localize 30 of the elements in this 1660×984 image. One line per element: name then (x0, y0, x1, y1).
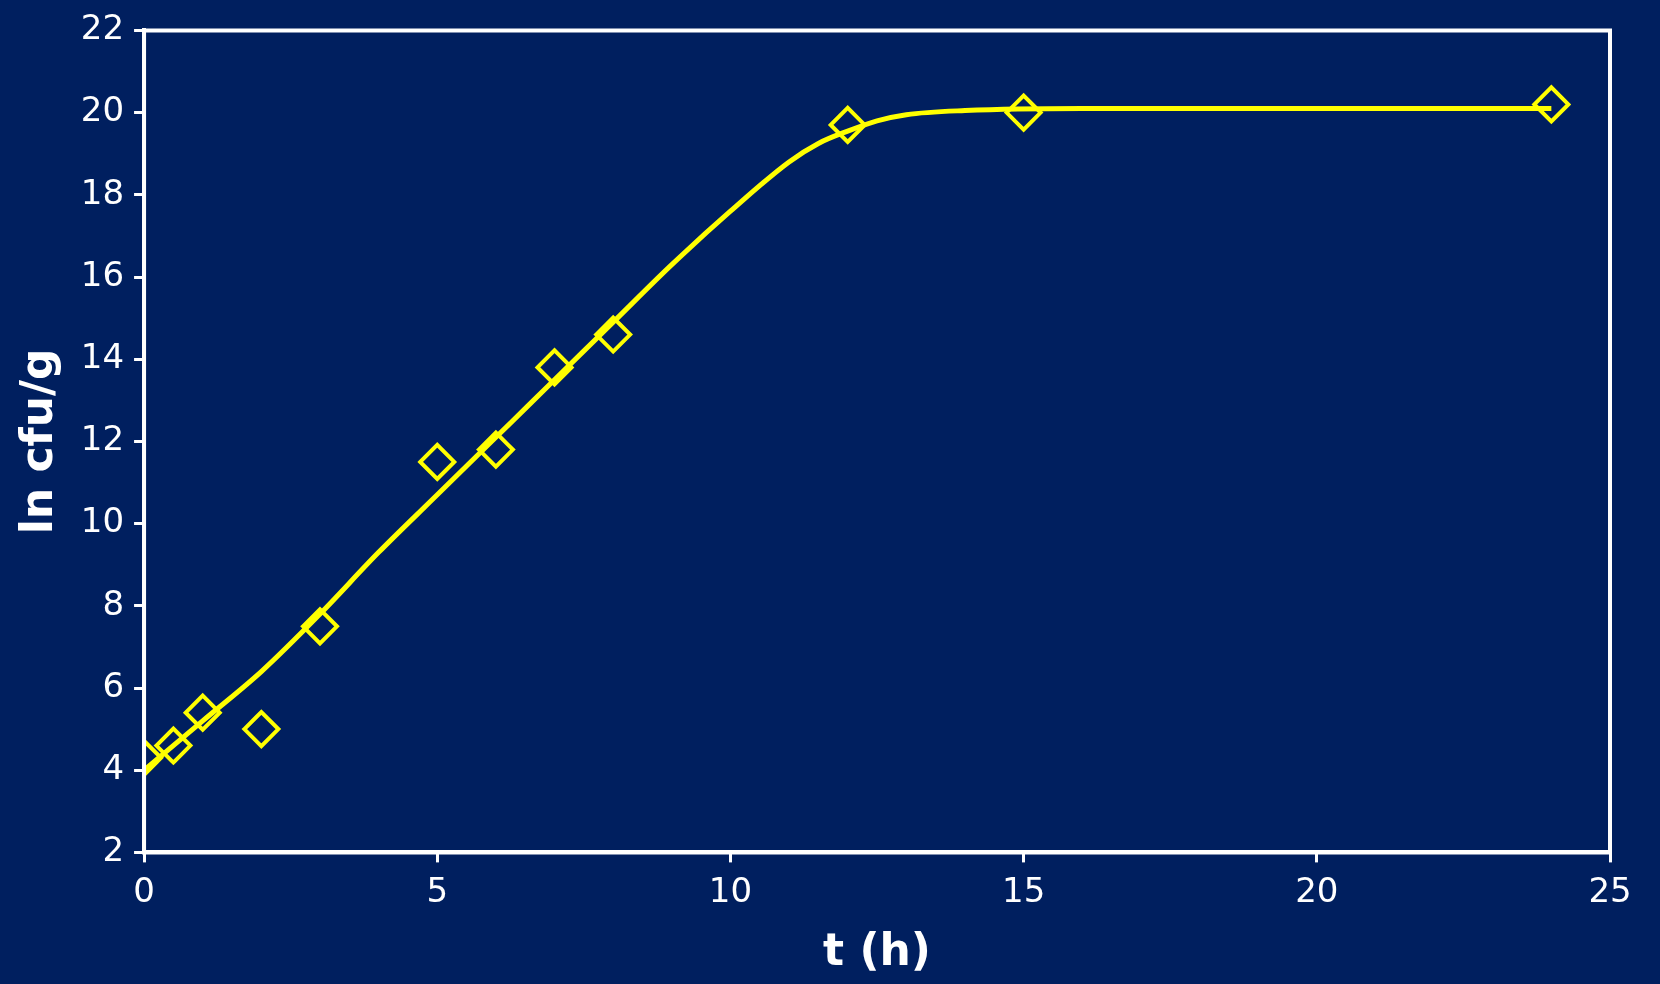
point (594, 315, 633, 354)
y-tick-label: 12 (80, 418, 125, 459)
x-tick-label: 25 (1588, 869, 1632, 910)
point (418, 442, 457, 481)
point (300, 607, 339, 646)
x-axis-title: t (h) (823, 924, 931, 976)
x-tick-label: 20 (1295, 869, 1339, 910)
point (154, 726, 193, 765)
y-tick-label: 6 (102, 664, 125, 705)
y-tick-label: 16 (80, 253, 125, 294)
y-tick-label: 22 (80, 7, 125, 48)
y-tick-label: 2 (102, 829, 125, 870)
x-tick-label: 10 (708, 869, 753, 910)
x-tick-label: 0 (133, 869, 155, 910)
y-tick-label: 4 (102, 747, 125, 788)
point (1532, 85, 1571, 124)
y-tick-label: 8 (102, 582, 125, 623)
point (183, 693, 222, 732)
x-tick-label: 5 (426, 869, 449, 910)
point (1004, 93, 1043, 132)
point (535, 348, 574, 387)
y-axis-title: ln cfu/g (10, 348, 62, 535)
y-tick-label: 10 (80, 500, 125, 541)
point (476, 430, 515, 469)
point (242, 710, 281, 749)
x-tick-label: 15 (1001, 869, 1046, 910)
y-tick-label: 20 (80, 89, 125, 130)
y-tick-label: 14 (80, 336, 125, 377)
y-tick-label: 18 (80, 171, 125, 212)
point (828, 105, 867, 144)
